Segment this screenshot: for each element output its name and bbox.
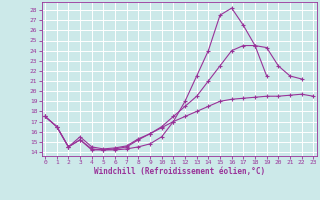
X-axis label: Windchill (Refroidissement éolien,°C): Windchill (Refroidissement éolien,°C): [94, 167, 265, 176]
